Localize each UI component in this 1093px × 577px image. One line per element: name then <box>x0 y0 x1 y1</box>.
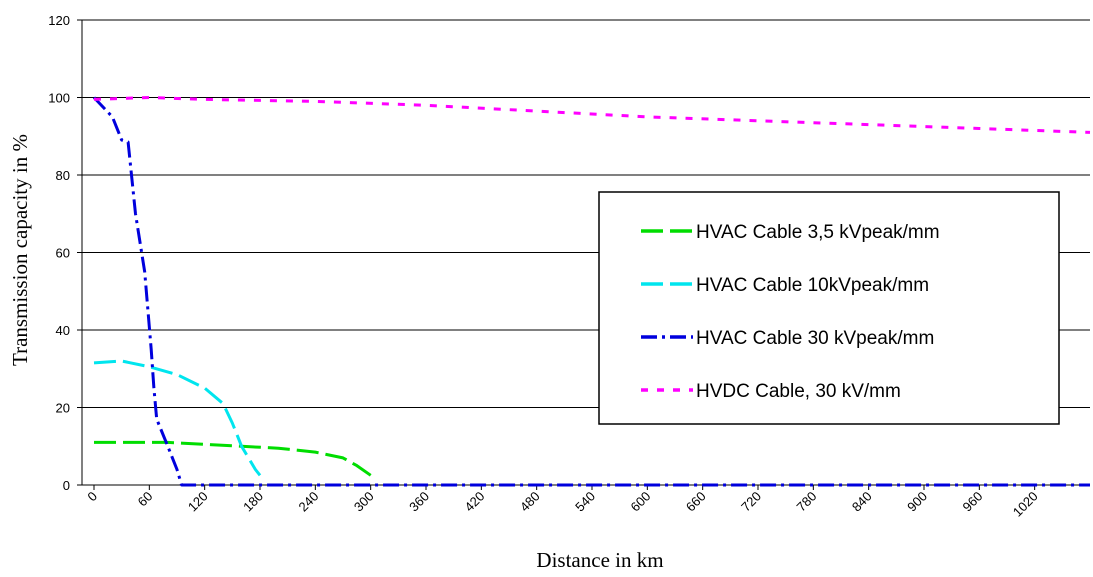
y-axis-label: Transmission capacity in % <box>8 134 32 366</box>
x-tick-label: 660 <box>683 489 709 515</box>
series-line <box>92 96 1090 487</box>
x-tick-label: 300 <box>351 489 377 515</box>
y-tick-label: 120 <box>48 13 70 28</box>
series-lines <box>92 96 1091 487</box>
x-tick-label: 600 <box>628 489 654 515</box>
x-tick-label: 0 <box>84 489 100 505</box>
x-tick-label: 960 <box>960 489 986 515</box>
legend-label: HVDC Cable, 30 kV/mm <box>696 381 901 402</box>
x-tick-label: 900 <box>904 489 930 515</box>
x-tick-label: 240 <box>296 489 322 515</box>
x-tick-label: 1020 <box>1010 489 1041 520</box>
x-tick-label: 720 <box>738 489 764 515</box>
y-tick-label: 60 <box>56 246 70 261</box>
x-tick-label: 60 <box>135 489 156 510</box>
x-tick-label: 840 <box>849 489 875 515</box>
legend-label: HVAC Cable 3,5 kVpeak/mm <box>696 222 940 243</box>
x-tick-label: 780 <box>794 489 820 515</box>
y-tick-label: 0 <box>63 478 70 493</box>
legend-label: HVAC Cable 30 kVpeak/mm <box>696 328 934 349</box>
x-tick-label: 540 <box>572 489 598 515</box>
x-tick-label: 480 <box>517 489 543 515</box>
x-axis-label: Distance in km <box>536 548 663 572</box>
y-tick-label: 40 <box>56 323 70 338</box>
legend: HVAC Cable 3,5 kVpeak/mm HVAC Cable 10kVp… <box>598 191 1060 425</box>
legend-box <box>598 191 1060 425</box>
y-tick-label: 20 <box>56 401 70 416</box>
y-tick-label: 80 <box>56 168 70 183</box>
x-tick-label: 360 <box>406 489 432 515</box>
series-line <box>94 440 372 477</box>
series-line <box>93 96 1091 134</box>
y-tick-labels: 0 20 40 60 80 100 120 <box>48 13 70 493</box>
y-tick-label: 100 <box>48 91 70 106</box>
x-tick-label: 120 <box>185 489 211 515</box>
legend-label: HVAC Cable 10kVpeak/mm <box>696 275 929 296</box>
x-tick-label: 180 <box>240 489 266 515</box>
series-line <box>93 359 262 477</box>
x-tick-label: 420 <box>462 489 488 515</box>
x-tick-labels: 0 60 120 180 240 300 360 420 480 540 600 660 720 780 8… <box>84 489 1040 520</box>
